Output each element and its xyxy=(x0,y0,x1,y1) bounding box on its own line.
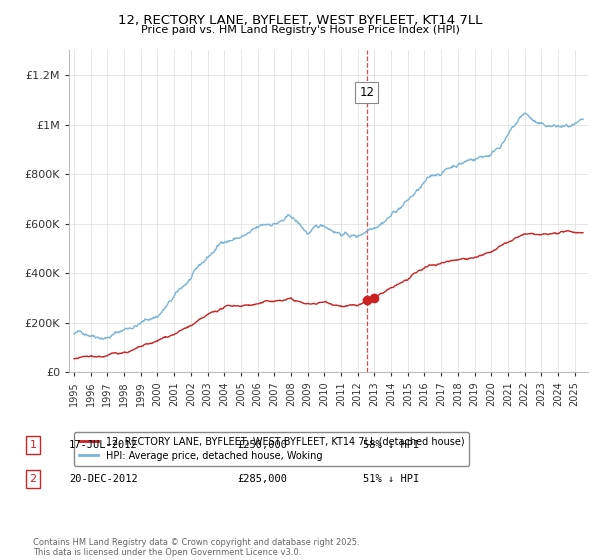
Text: 17-JUL-2012: 17-JUL-2012 xyxy=(69,440,138,450)
Text: 12, RECTORY LANE, BYFLEET, WEST BYFLEET, KT14 7LL: 12, RECTORY LANE, BYFLEET, WEST BYFLEET,… xyxy=(118,14,482,27)
Text: Contains HM Land Registry data © Crown copyright and database right 2025.
This d: Contains HM Land Registry data © Crown c… xyxy=(33,538,359,557)
Text: £250,000: £250,000 xyxy=(237,440,287,450)
Legend: 12, RECTORY LANE, BYFLEET, WEST BYFLEET, KT14 7LL (detached house), HPI: Average: 12, RECTORY LANE, BYFLEET, WEST BYFLEET,… xyxy=(74,432,469,465)
Text: 20-DEC-2012: 20-DEC-2012 xyxy=(69,474,138,484)
Text: Price paid vs. HM Land Registry's House Price Index (HPI): Price paid vs. HM Land Registry's House … xyxy=(140,25,460,35)
Text: 2: 2 xyxy=(29,474,37,484)
Text: 58% ↓ HPI: 58% ↓ HPI xyxy=(363,440,419,450)
Text: £285,000: £285,000 xyxy=(237,474,287,484)
Text: 51% ↓ HPI: 51% ↓ HPI xyxy=(363,474,419,484)
Text: 12: 12 xyxy=(359,86,374,99)
Text: 1: 1 xyxy=(29,440,37,450)
